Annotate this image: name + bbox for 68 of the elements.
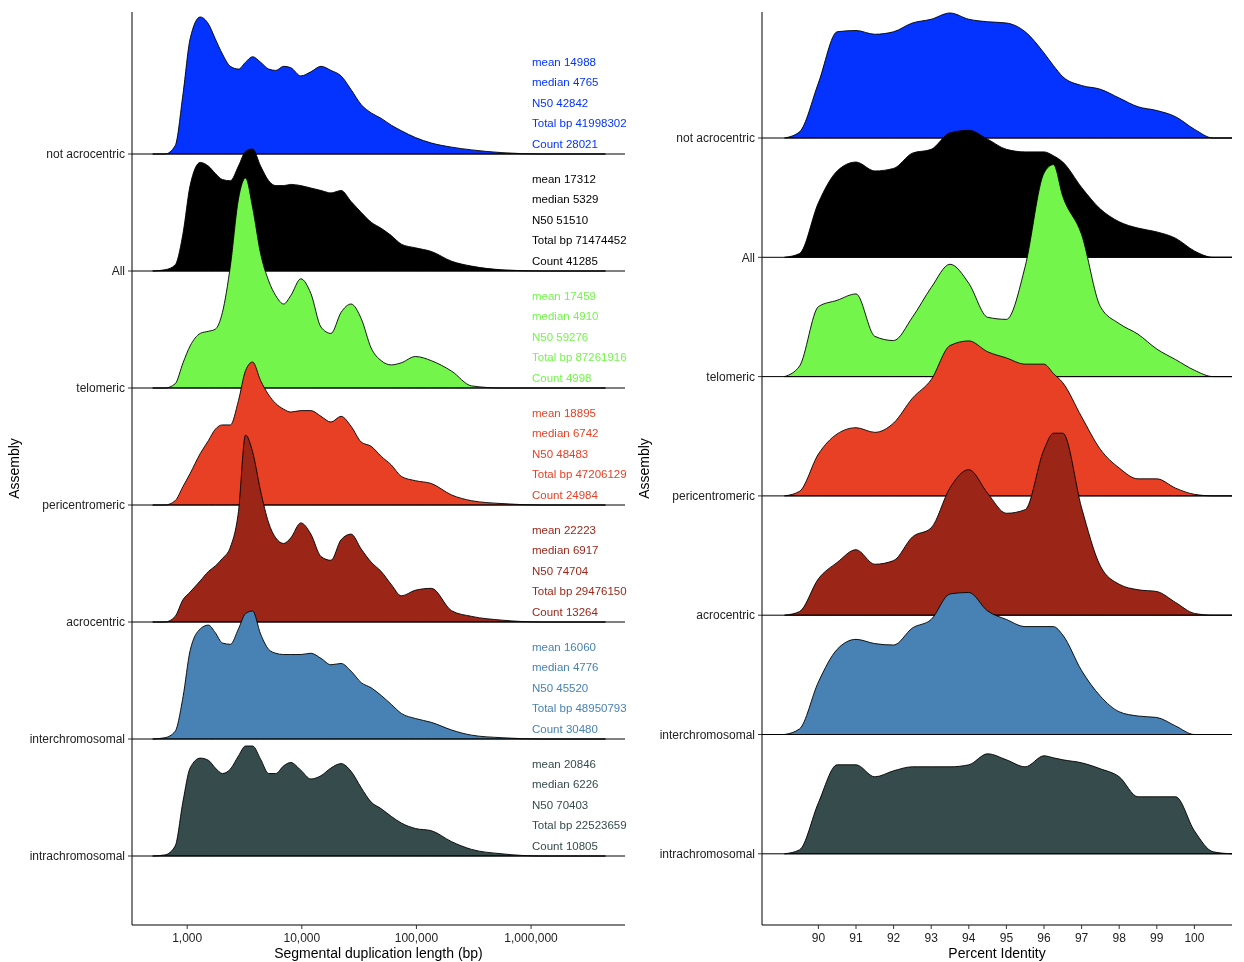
text: telomeric [76,381,125,396]
annotation: Count 30480 [532,722,598,735]
text: pericentromeric [672,489,755,504]
x-tick-label: 1,000,000 [504,931,559,945]
text: not acrocentric [676,131,755,146]
annotation: Count 4998 [532,371,592,384]
annotation: Total bp 48950793 [532,702,627,715]
x-tick-label: 100 [1184,931,1205,945]
x-tick-label: 90 [811,931,826,945]
annotation: mean 16060 [532,641,596,654]
annotation: Count 28021 [532,137,598,150]
text: acrocentric [696,608,755,623]
annotation: Total bp 29476150 [532,585,627,598]
annotation: median 4910 [532,310,599,323]
annotation: median 6742 [532,427,599,440]
text: All [111,264,125,279]
annotation: mean 14988 [532,56,596,69]
text: acrocentric [66,615,125,630]
annotation: Total bp 47206129 [532,468,627,481]
text: not acrocentric [46,147,125,162]
annotation: median 6226 [532,778,599,791]
annotation: median 6917 [532,544,599,557]
x-tick-label: 10,000 [283,931,321,945]
annotation: Total bp 22523659 [532,819,627,832]
y-axis-title: Assembly [636,438,652,499]
annotation: Count 13264 [532,605,599,618]
annotation: Total bp 41998302 [532,117,627,130]
annotation: Total bp 71474452 [532,234,627,247]
x-tick-label: 94 [962,931,976,945]
x-tick-label: 97 [1074,931,1089,945]
text: All [741,250,755,265]
text: telomeric [706,369,755,384]
annotation: median 4765 [532,76,599,89]
annotation: N50 59276 [532,330,589,343]
x-tick-label: 98 [1112,931,1127,945]
x-tick-label: 1,000 [172,931,203,945]
annotation: mean 20846 [532,758,596,771]
text: pericentromeric [42,498,125,513]
annotation: mean 18895 [532,407,596,420]
annotation: mean 17312 [532,173,596,186]
text: interchromosomal [659,727,755,742]
annotation: N50 51510 [532,213,589,226]
annotation: Count 24984 [532,488,599,501]
x-tick-label: 95 [999,931,1014,945]
x-tick-label: 92 [886,931,901,945]
annotation: N50 48483 [532,447,589,460]
annotation: median 5329 [532,193,599,206]
annotation: mean 17459 [532,290,596,303]
y-axis-title: Assembly [6,438,22,499]
annotation: mean 22223 [532,524,596,537]
annotation: Count 41285 [532,254,598,267]
annotation: N50 45520 [532,681,589,694]
annotation: N50 74704 [532,564,589,577]
x-tick-label: 91 [849,931,863,945]
annotation: N50 42842 [532,96,589,109]
x-tick-label: 93 [924,931,939,945]
text: interchromosomal [29,732,125,747]
text: intrachromosomal [29,849,125,864]
x-tick-label: 99 [1150,931,1164,945]
x-axis-title: Segmental duplication length (bp) [274,945,483,961]
text: intrachromosomal [659,847,755,861]
x-tick-label: 96 [1037,931,1051,945]
x-axis-title: Percent Identity [948,945,1046,961]
annotation: Total bp 87261916 [532,351,627,364]
x-tick-label: 100,000 [394,931,439,945]
annotation: median 4776 [532,661,599,674]
annotation: N50 70403 [532,798,589,811]
annotation: Count 10805 [532,839,598,852]
